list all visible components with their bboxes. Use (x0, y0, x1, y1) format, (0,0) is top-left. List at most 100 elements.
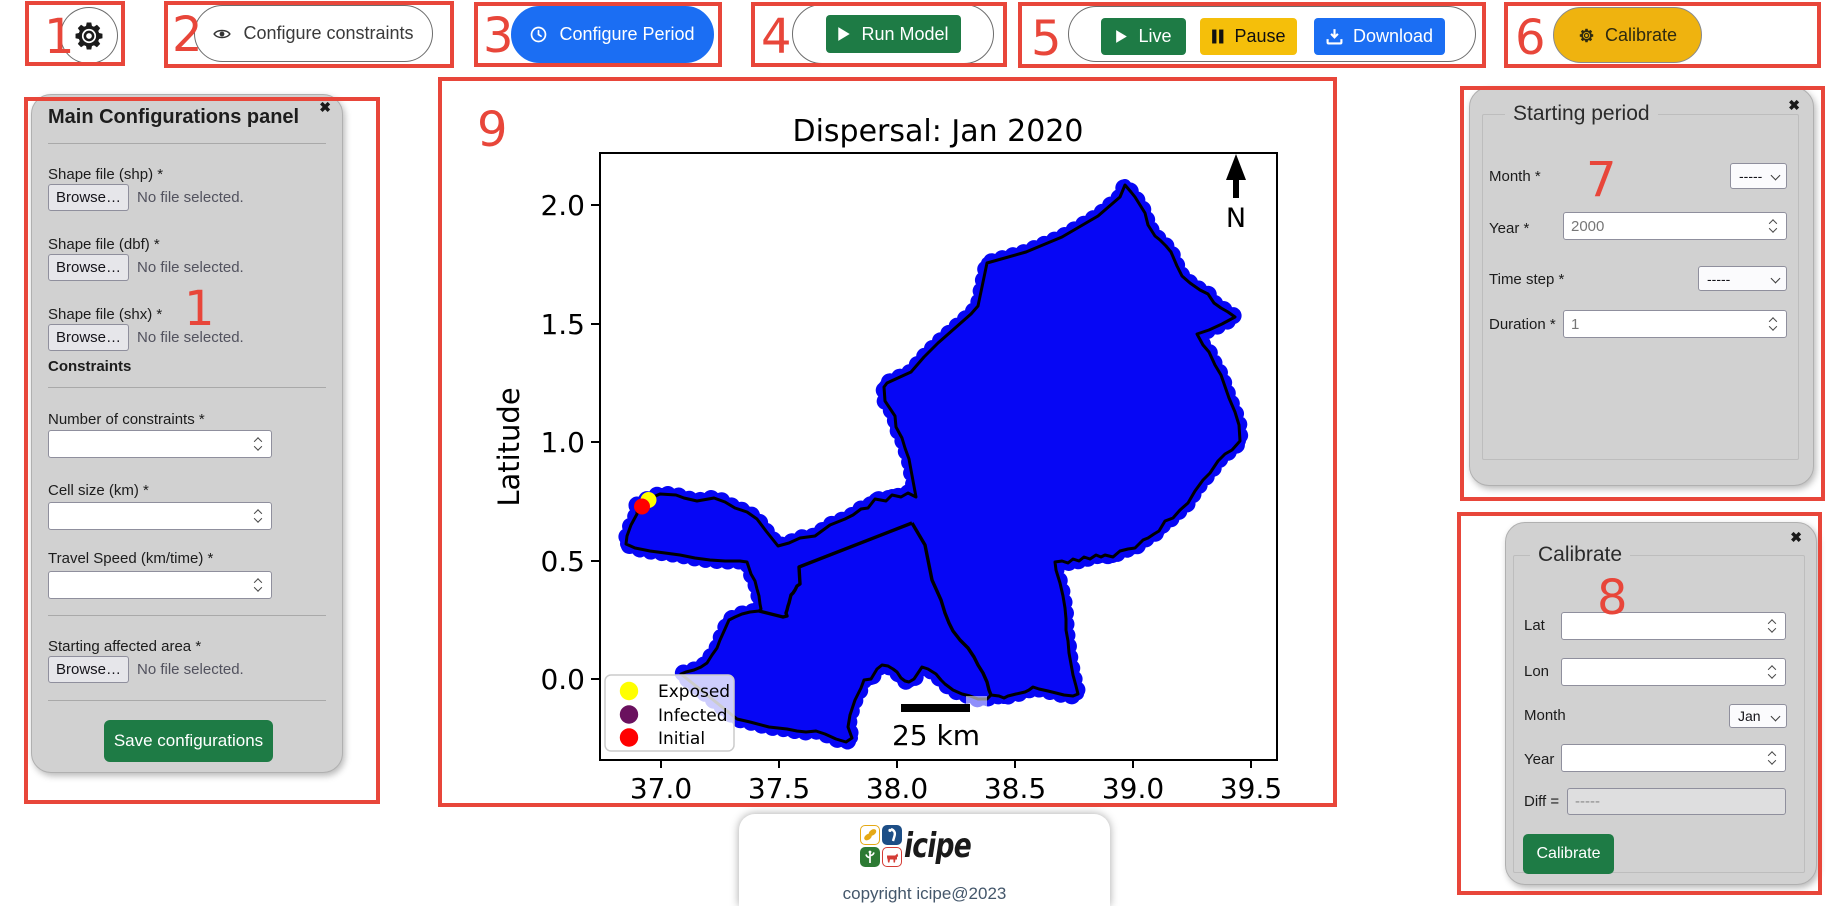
plot-frame (599, 152, 1278, 761)
x-tick-label: 38.0 (866, 772, 928, 805)
annotation-number-9: 9 (477, 102, 508, 158)
close-icon[interactable]: ✖ (319, 99, 331, 115)
lon-label: Lon (1524, 663, 1550, 680)
spinner-icon[interactable] (253, 431, 263, 457)
calibrate-fieldset: Calibrate (1513, 543, 1805, 873)
spinner-icon[interactable] (1767, 745, 1777, 771)
cow-icon (881, 847, 902, 867)
time-step-label: Time step * (1489, 271, 1565, 288)
lat-label: Lat (1524, 617, 1545, 634)
configure-constraints-label: Configure constraints (243, 23, 414, 43)
legend-infected-swatch (619, 705, 639, 724)
clock-icon (531, 26, 547, 43)
legend-initial-swatch (619, 728, 639, 747)
lon-input[interactable] (1561, 658, 1786, 686)
year-input[interactable]: 2000 (1563, 212, 1787, 240)
configure-constraints-button[interactable]: Configure constraints (194, 5, 433, 62)
time-step-select[interactable]: ----- (1698, 266, 1787, 291)
calibrate-button[interactable]: Calibrate (1523, 834, 1614, 874)
cell-size-input[interactable] (48, 502, 272, 530)
legend-exposed-label: Exposed (658, 682, 730, 702)
annotation-number-1-panel: 1 (184, 281, 215, 337)
shape-shx-label: Shape file (shx) * (48, 306, 163, 323)
year-label: Year * (1489, 220, 1530, 237)
browse-button[interactable]: Browse… (48, 656, 129, 683)
download-button[interactable]: Download (1314, 18, 1445, 55)
spinner-icon[interactable] (1768, 311, 1778, 337)
constraints-heading: Constraints (48, 358, 132, 375)
save-configurations-label: Save configurations (113, 731, 264, 750)
month-select[interactable]: ----- (1730, 163, 1787, 189)
media-controls-pill: Live Pause Download (1068, 6, 1476, 62)
spinner-icon[interactable] (1767, 659, 1777, 685)
play-icon (1116, 30, 1128, 43)
initial-marker (634, 498, 650, 515)
close-icon[interactable]: ✖ (1790, 529, 1802, 545)
spinner-icon[interactable] (1767, 613, 1777, 639)
legend-initial-label: Initial (658, 729, 705, 749)
close-icon[interactable]: ✖ (1788, 97, 1800, 113)
x-tick-label: 39.0 (1102, 772, 1164, 805)
chevron-down-icon (1770, 170, 1781, 181)
no-file-text: No file selected. (137, 189, 244, 206)
duration-input[interactable]: 1 (1563, 310, 1787, 338)
annotation-number-2: 2 (172, 7, 203, 63)
annotation-number-3: 3 (483, 8, 514, 64)
calibrate-button-label: Calibrate (1536, 845, 1601, 862)
calibrate-year-input[interactable] (1561, 744, 1786, 772)
annotation-number-8: 8 (1597, 570, 1628, 626)
calibrate-month-value: Jan (1738, 708, 1761, 724)
run-model-pill: Run Model (792, 4, 994, 64)
play-icon (838, 27, 851, 41)
run-model-button[interactable]: Run Model (825, 15, 961, 53)
gear-icon (75, 22, 103, 49)
calibrate-panel: ✖ Calibrate Lat Lon Month Jan Year (1505, 522, 1817, 885)
icipe-logo-grid (859, 825, 902, 867)
travel-speed-input[interactable] (48, 571, 272, 599)
annotation-number-4: 4 (761, 9, 792, 65)
starting-area-label: Starting affected area * (48, 638, 202, 655)
main-configurations-title: Main Configurations panel (48, 106, 300, 128)
x-tick-marks (660, 760, 1252, 768)
calibrate-toggle-label: Calibrate (1604, 24, 1678, 45)
live-button[interactable]: Live (1101, 18, 1186, 55)
scalebar-label: 25 km (892, 719, 980, 752)
scalebar-backdrop (966, 696, 987, 709)
y-tick-label: 2.0 (540, 189, 585, 222)
year-label: Year (1524, 751, 1555, 768)
browse-button[interactable]: Browse… (48, 254, 129, 281)
cell-size-label: Cell size (km) * (48, 482, 149, 499)
lat-input[interactable] (1561, 612, 1786, 640)
icipe-logo: icipe (739, 825, 1110, 867)
legend-infected-label: Infected (658, 706, 728, 726)
shape-shp-file-input: Browse… No file selected. (48, 184, 326, 211)
pause-icon (1212, 29, 1224, 44)
fly-icon (881, 825, 902, 845)
north-arrow-icon (1226, 154, 1246, 198)
divider (48, 615, 326, 616)
number-of-constraints-input[interactable] (48, 430, 272, 458)
north-label: N (1226, 203, 1246, 234)
chevron-down-icon (1770, 273, 1781, 284)
dispersal-region-shape (616, 168, 1252, 752)
spinner-icon[interactable] (253, 572, 263, 598)
browse-button[interactable]: Browse… (48, 184, 129, 211)
save-configurations-button[interactable]: Save configurations (104, 720, 273, 762)
butterfly-icon (859, 825, 880, 845)
configure-period-button[interactable]: Configure Period (511, 6, 714, 63)
county-border (758, 521, 913, 619)
calibrate-toggle-button[interactable]: Calibrate (1553, 7, 1702, 63)
pause-button[interactable]: Pause (1200, 18, 1297, 55)
map-title: Dispersal: Jan 2020 (792, 114, 1083, 149)
main-config-toggle-button[interactable] (60, 7, 118, 64)
copyright-text: copyright icipe@2023 (842, 884, 1007, 903)
browse-button[interactable]: Browse… (48, 324, 129, 351)
no-file-text: No file selected. (137, 661, 244, 678)
diff-output: ----- (1567, 788, 1786, 815)
calibrate-month-select[interactable]: Jan (1729, 704, 1787, 728)
spinner-icon[interactable] (1768, 213, 1778, 239)
spinner-icon[interactable] (253, 503, 263, 529)
number-of-constraints-label: Number of constraints * (48, 411, 205, 428)
shape-shx-file-input: Browse… No file selected. (48, 324, 326, 351)
